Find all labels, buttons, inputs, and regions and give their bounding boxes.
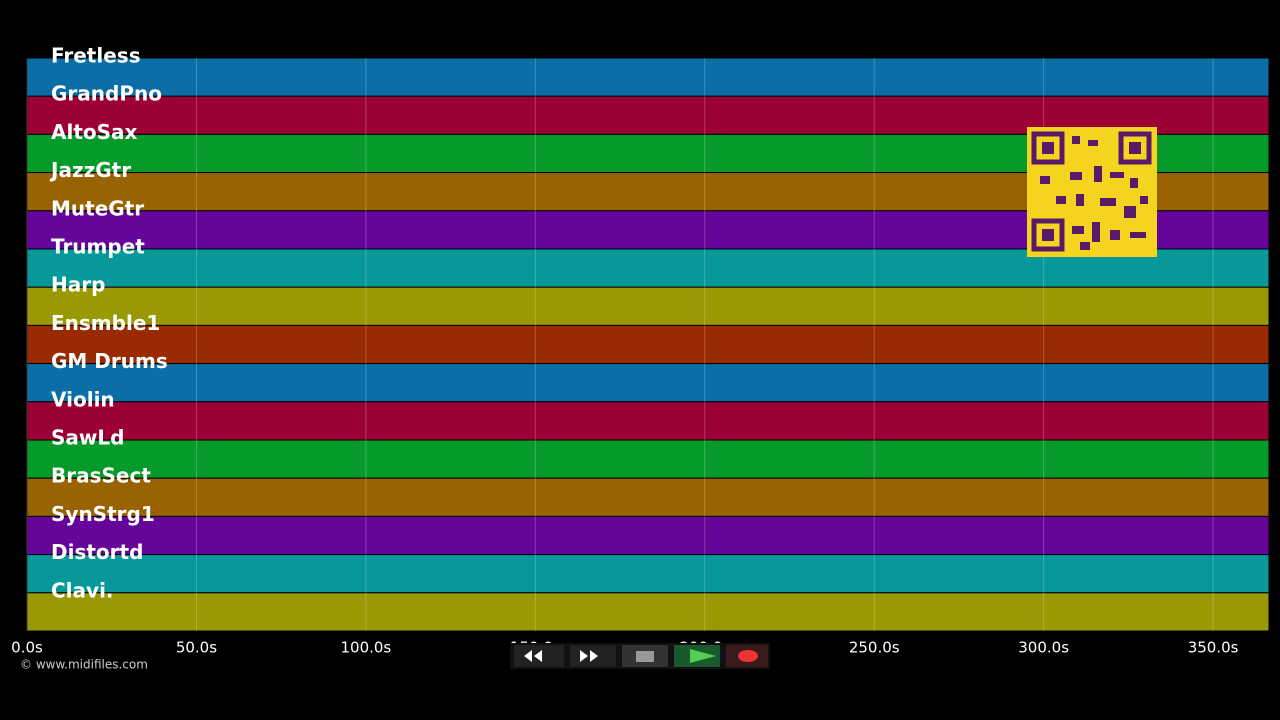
track-labels: Fretless GrandPno AltoSax JazzGtr MuteGtr Tru…	[49, 44, 168, 603]
x-tick-label: 0.0s	[11, 639, 43, 657]
x-tick-label: 50.0s	[176, 639, 217, 657]
track-label: BrasSect	[51, 464, 151, 488]
track-band	[26, 363, 1270, 403]
x-tick-label: 100.0s	[340, 639, 391, 657]
track-label: SynStrg1	[51, 502, 155, 526]
track-label: SawLd	[51, 426, 124, 450]
track-band	[26, 554, 1270, 594]
track-label: Harp	[51, 273, 105, 297]
x-tick-label: 350.0s	[1188, 639, 1239, 657]
record-button[interactable]	[726, 645, 768, 667]
track-label: Distortd	[51, 540, 143, 564]
rewind-button[interactable]	[514, 645, 564, 667]
track-band	[26, 592, 1270, 632]
forward-button[interactable]	[570, 645, 616, 667]
qr-code	[1027, 127, 1157, 257]
track-label: Ensmble1	[51, 311, 160, 335]
transport	[510, 643, 770, 669]
track-band	[26, 477, 1270, 517]
track-label: JazzGtr	[49, 158, 131, 182]
track-band	[26, 439, 1270, 479]
track-band	[26, 324, 1270, 365]
x-tick-label: 300.0s	[1018, 639, 1069, 657]
track-label: Violin	[51, 387, 115, 411]
track-label: GrandPno	[51, 82, 162, 106]
track-band	[26, 286, 1270, 326]
play-button[interactable]	[674, 645, 720, 667]
track-label: Trumpet	[51, 235, 145, 259]
track-label: AltoSax	[51, 120, 138, 144]
track-band	[26, 515, 1270, 556]
copyright: © www.midifiles.com	[20, 658, 148, 672]
track-label: GM Drums	[51, 349, 168, 373]
track-band	[26, 57, 1270, 97]
track-label: Fretless	[51, 44, 141, 68]
track-band	[26, 401, 1270, 441]
stop-button[interactable]	[622, 645, 668, 667]
track-label: MuteGtr	[51, 196, 144, 220]
track-label: Clavi.	[51, 578, 114, 602]
x-tick-label: 250.0s	[849, 639, 900, 657]
